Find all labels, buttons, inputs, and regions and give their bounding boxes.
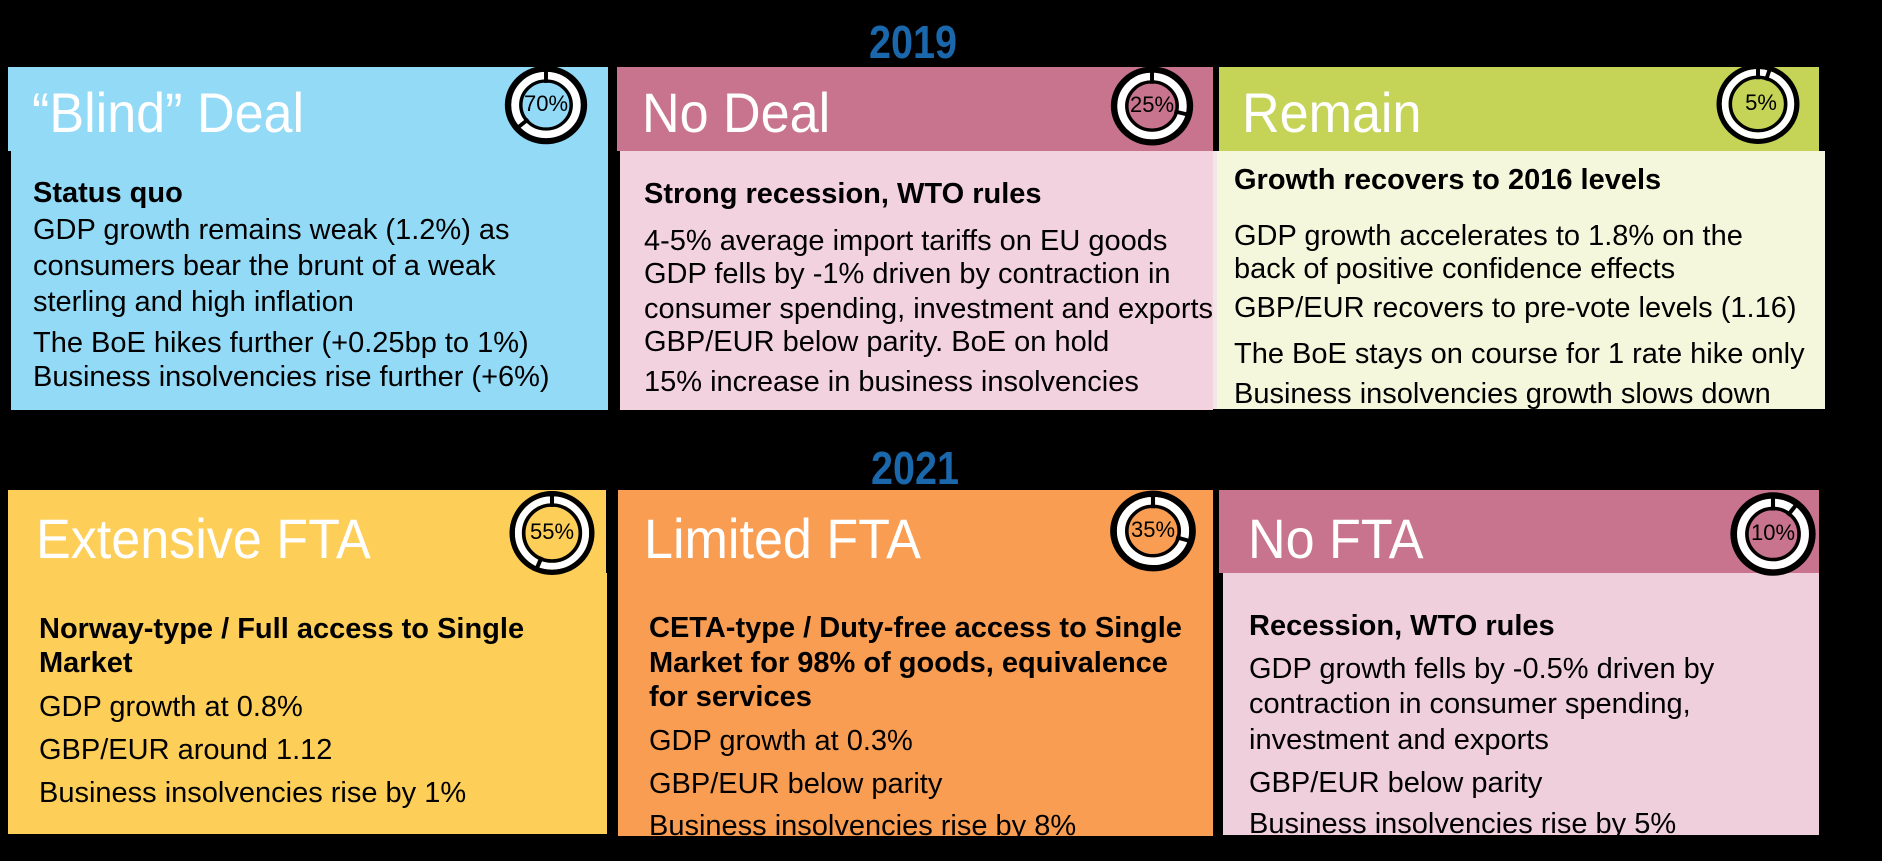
svg-text:55%: 55% xyxy=(530,519,574,544)
svg-text:70%: 70% xyxy=(523,91,567,116)
svg-text:10%: 10% xyxy=(1751,520,1795,545)
svg-text:25%: 25% xyxy=(1130,91,1174,116)
svg-text:5%: 5% xyxy=(1745,89,1777,114)
svg-text:35%: 35% xyxy=(1131,517,1175,542)
